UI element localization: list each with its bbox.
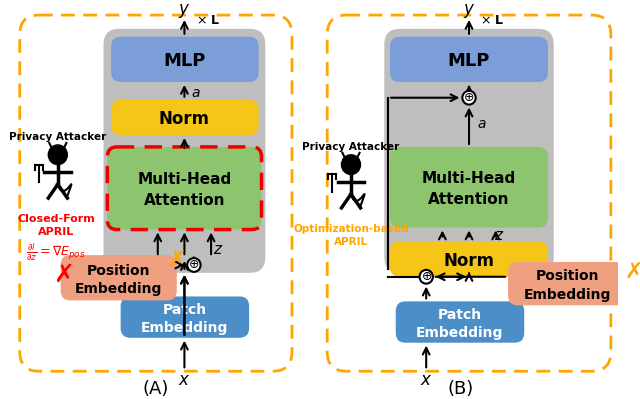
Text: $a$: $a$ <box>191 86 201 100</box>
Text: $\oplus$: $\oplus$ <box>463 91 475 104</box>
FancyBboxPatch shape <box>121 296 249 338</box>
Text: $\oplus$: $\oplus$ <box>188 259 200 271</box>
Text: Position
Embedding: Position Embedding <box>524 269 611 302</box>
Text: $x$: $x$ <box>178 371 191 389</box>
Text: $a$: $a$ <box>477 117 486 131</box>
Text: $y$: $y$ <box>178 2 191 20</box>
Text: ✗: ✗ <box>53 263 74 287</box>
Text: Multi-Head
Attention: Multi-Head Attention <box>138 172 232 208</box>
Circle shape <box>342 155 360 174</box>
Text: Privacy Attacker: Privacy Attacker <box>9 132 106 142</box>
Text: ✗: ✗ <box>168 250 186 270</box>
FancyBboxPatch shape <box>508 262 627 305</box>
Text: $\oplus$: $\oplus$ <box>420 270 432 283</box>
FancyBboxPatch shape <box>390 37 548 82</box>
Text: MLP: MLP <box>163 52 205 70</box>
Text: (B): (B) <box>447 380 474 398</box>
Text: $z$: $z$ <box>212 242 223 257</box>
Text: $x$: $x$ <box>420 371 433 389</box>
Text: Norm: Norm <box>444 252 495 270</box>
Text: $z$: $z$ <box>494 228 505 243</box>
Circle shape <box>188 258 200 272</box>
Circle shape <box>462 91 476 105</box>
Text: Optimization-based
APRIL: Optimization-based APRIL <box>293 224 409 247</box>
Text: MLP: MLP <box>448 52 490 70</box>
Text: Closed-Form
APRIL: Closed-Form APRIL <box>17 214 95 237</box>
Text: Patch
Embedding: Patch Embedding <box>416 308 503 340</box>
Text: $\frac{\partial l}{\partial z} = \nabla E_{pos}$: $\frac{\partial l}{\partial z} = \nabla … <box>26 241 86 263</box>
FancyBboxPatch shape <box>108 147 262 229</box>
Text: ✗: ✗ <box>625 262 640 282</box>
FancyBboxPatch shape <box>111 37 259 82</box>
FancyBboxPatch shape <box>384 29 554 273</box>
Circle shape <box>420 270 433 284</box>
Circle shape <box>48 145 67 165</box>
Text: Patch
Embedding: Patch Embedding <box>141 303 228 335</box>
FancyBboxPatch shape <box>61 255 177 300</box>
Text: $y$: $y$ <box>463 2 476 20</box>
Text: Privacy Attacker: Privacy Attacker <box>302 142 399 152</box>
Text: Norm: Norm <box>159 111 210 128</box>
FancyBboxPatch shape <box>111 100 259 135</box>
Text: $\times$ L: $\times$ L <box>481 14 505 28</box>
Text: $\times$ L: $\times$ L <box>196 14 220 28</box>
Text: (A): (A) <box>143 380 169 398</box>
FancyBboxPatch shape <box>390 241 548 277</box>
FancyBboxPatch shape <box>104 29 266 273</box>
Text: Position
Embedding: Position Embedding <box>75 263 163 296</box>
Text: Multi-Head
Attention: Multi-Head Attention <box>422 171 516 207</box>
FancyBboxPatch shape <box>396 301 524 343</box>
FancyBboxPatch shape <box>390 147 548 227</box>
